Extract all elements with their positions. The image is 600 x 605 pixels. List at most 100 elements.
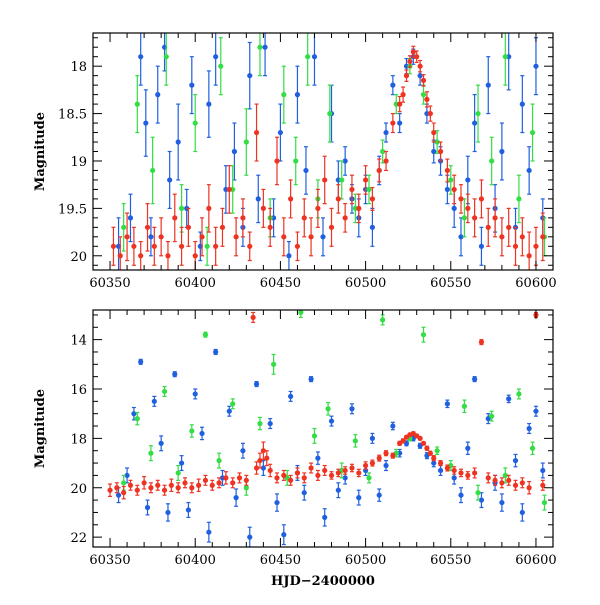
data-point: [247, 534, 253, 540]
data-point: [369, 224, 376, 230]
data-point: [178, 205, 185, 211]
data-point: [380, 148, 386, 155]
data-point: [267, 420, 273, 427]
data-point: [213, 243, 219, 249]
data-point: [369, 196, 376, 202]
plot-area: [107, 310, 548, 547]
data-point: [431, 148, 437, 155]
data-point: [144, 224, 151, 230]
data-point: [420, 92, 427, 98]
bottom-panel: 60350 60400 60450 60500 60550 60600 14 16 18 20 22…: [33, 309, 557, 589]
data-point: [124, 472, 130, 479]
data-point: [121, 490, 127, 496]
data-point: [506, 396, 512, 402]
data-point: [472, 120, 478, 126]
data-point: [243, 485, 249, 491]
data-point: [204, 243, 210, 249]
data-point: [151, 398, 157, 404]
data-point: [465, 445, 471, 451]
data-point: [274, 475, 280, 481]
data-point: [134, 101, 140, 107]
data-point: [175, 485, 181, 491]
data-point: [202, 477, 209, 483]
data-point: [383, 450, 389, 456]
data-point: [294, 92, 301, 98]
data-point: [342, 158, 348, 164]
data-point: [274, 499, 280, 506]
data-point: [465, 472, 471, 479]
data-point: [458, 470, 464, 476]
data-point: [424, 445, 430, 451]
data-point: [274, 158, 280, 164]
data-point: [397, 101, 403, 107]
series-2: [107, 311, 546, 500]
data-point: [519, 234, 525, 240]
data-point: [540, 467, 546, 474]
series-0: [115, 33, 546, 270]
data-point: [451, 186, 457, 193]
data-point: [255, 196, 261, 202]
data-point: [294, 470, 301, 476]
data-point: [308, 234, 314, 240]
data-point: [512, 457, 519, 464]
data-point: [472, 215, 478, 221]
data-point: [529, 445, 536, 451]
data-point: [444, 186, 450, 193]
y-tick-label: 20: [70, 482, 87, 497]
data-point: [369, 460, 376, 466]
data-point: [124, 234, 130, 240]
data-point: [315, 455, 321, 461]
data-point: [110, 243, 117, 249]
data-point: [499, 480, 505, 486]
data-point: [213, 54, 219, 60]
data-point: [327, 110, 333, 117]
data-point: [231, 148, 238, 155]
data-point: [218, 63, 224, 69]
data-point: [226, 186, 232, 193]
data-point: [335, 487, 341, 493]
data-point: [417, 435, 423, 441]
data-point: [431, 129, 437, 136]
data-point: [444, 401, 450, 407]
y-tick-label: 18: [70, 432, 87, 447]
data-point: [335, 196, 341, 202]
data-point: [199, 430, 205, 437]
data-point: [253, 129, 260, 136]
y-tick-label: 16: [70, 383, 87, 398]
data-point: [499, 148, 505, 155]
x-axis-title: HJD−2400000: [271, 574, 375, 589]
data-point: [526, 425, 532, 432]
data-point: [155, 92, 161, 98]
data-point: [492, 215, 498, 221]
data-point: [185, 507, 192, 513]
data-point: [107, 487, 113, 493]
data-point: [121, 480, 127, 486]
data-point: [267, 224, 273, 230]
data-point: [178, 460, 185, 466]
data-point: [243, 477, 249, 483]
data-point: [127, 215, 134, 221]
data-point: [308, 376, 314, 382]
data-point: [165, 509, 171, 516]
data-point: [478, 497, 485, 503]
data-point: [465, 205, 471, 211]
data-point: [148, 485, 154, 491]
data-point: [148, 450, 154, 456]
data-point: [281, 532, 287, 538]
data-point: [533, 63, 539, 69]
data-point: [516, 391, 522, 397]
data-point: [420, 77, 427, 83]
x-tick-label: 60500: [345, 553, 386, 568]
data-point: [397, 120, 403, 126]
series-1: [121, 33, 548, 266]
data-point: [376, 492, 382, 498]
data-point: [461, 215, 468, 221]
y-tick-label: 18: [70, 60, 87, 75]
data-point: [134, 487, 140, 493]
data-point: [420, 440, 427, 446]
data-point: [499, 499, 505, 506]
data-point: [342, 215, 348, 221]
data-point: [192, 391, 198, 397]
data-point: [362, 177, 369, 183]
data-point: [540, 234, 546, 240]
